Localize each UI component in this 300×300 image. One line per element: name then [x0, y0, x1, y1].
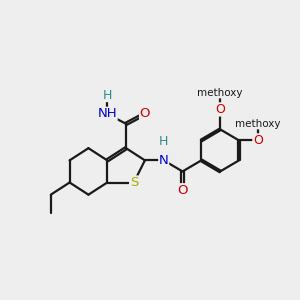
Text: H: H: [159, 135, 168, 148]
Text: O: O: [215, 103, 225, 116]
Text: methoxy: methoxy: [197, 88, 243, 98]
Text: S: S: [130, 176, 138, 189]
Text: methoxy: methoxy: [235, 119, 280, 129]
Text: NH: NH: [98, 107, 117, 120]
Text: N: N: [159, 154, 169, 167]
Text: O: O: [253, 134, 263, 147]
Text: H: H: [103, 88, 112, 101]
Text: O: O: [177, 184, 188, 197]
Text: O: O: [140, 107, 150, 120]
